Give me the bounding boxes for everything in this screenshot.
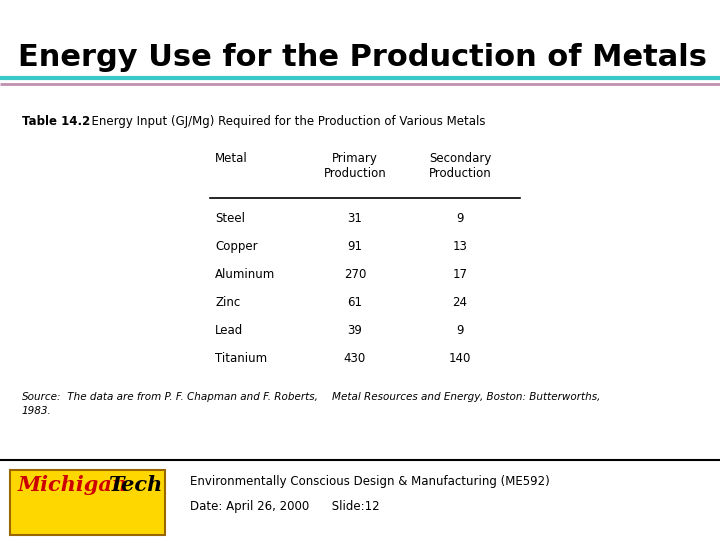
Text: Michigan: Michigan [18, 475, 128, 495]
Text: 31: 31 [348, 212, 362, 225]
Text: 270: 270 [344, 268, 366, 281]
Text: The data are from P. F. Chapman and F. Roberts,: The data are from P. F. Chapman and F. R… [64, 392, 321, 402]
Text: Date: April 26, 2000      Slide:12: Date: April 26, 2000 Slide:12 [190, 500, 379, 513]
Text: Lead: Lead [215, 324, 243, 337]
Text: Metal Resources and Energy: Metal Resources and Energy [332, 392, 480, 402]
Text: , Boston: Butterworths,: , Boston: Butterworths, [480, 392, 600, 402]
Text: 1983.: 1983. [22, 406, 52, 416]
Text: 17: 17 [452, 268, 467, 281]
Text: Titanium: Titanium [215, 352, 267, 365]
Text: 39: 39 [348, 324, 362, 337]
Text: 13: 13 [453, 240, 467, 253]
Bar [10, 470, 165, 535]
Text: Source:: Source: [22, 392, 61, 402]
Text: 430: 430 [344, 352, 366, 365]
Text: Zinc: Zinc [215, 296, 240, 309]
Text: 140: 140 [449, 352, 471, 365]
Text: 91: 91 [348, 240, 362, 253]
Text: Secondary
Production: Secondary Production [428, 152, 491, 180]
Text: Energy Use for the Production of Metals: Energy Use for the Production of Metals [18, 44, 707, 72]
Text: Tech: Tech [108, 475, 162, 495]
Text: Energy Input (GJ/Mg) Required for the Production of Various Metals: Energy Input (GJ/Mg) Required for the Pr… [84, 115, 485, 128]
Text: Table 14.2: Table 14.2 [22, 115, 90, 128]
Text: Primary
Production: Primary Production [323, 152, 387, 180]
Text: Copper: Copper [215, 240, 258, 253]
Text: Metal: Metal [215, 152, 248, 165]
Text: Environmentally Conscious Design & Manufacturing (ME592): Environmentally Conscious Design & Manuf… [190, 475, 550, 488]
Text: Aluminum: Aluminum [215, 268, 275, 281]
Text: 24: 24 [452, 296, 467, 309]
Text: 61: 61 [348, 296, 362, 309]
Text: Steel: Steel [215, 212, 245, 225]
Text: 9: 9 [456, 324, 464, 337]
Text: 9: 9 [456, 212, 464, 225]
